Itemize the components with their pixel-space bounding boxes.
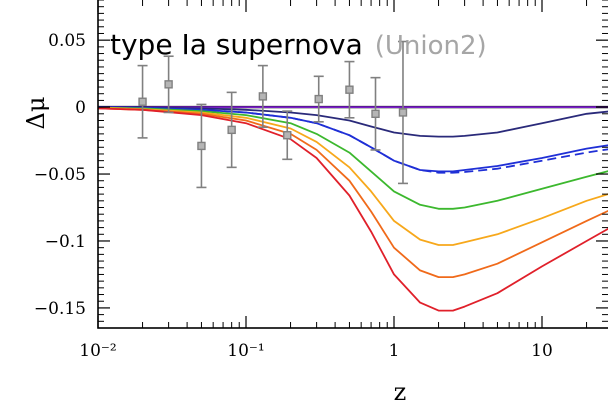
data-point-5 [283, 131, 292, 140]
x-tick-label-0: 10⁻² [79, 341, 116, 361]
plot-frame [97, 0, 608, 329]
data-point-9 [398, 108, 408, 117]
data-point-4 [258, 92, 268, 101]
series-line-7 [98, 107, 608, 278]
x-tick-label-1: 10⁻¹ [227, 341, 264, 361]
data-points [137, 40, 408, 189]
y-tick-label-0: 0.05 [48, 31, 86, 51]
y-tick-label-4: −0.15 [34, 299, 86, 319]
x-tick-label-2: 1 [389, 341, 400, 361]
data-point-0 [138, 97, 147, 106]
annotation-sub: (Union2) [375, 31, 487, 61]
series-line-5 [98, 106, 608, 210]
x-axis-label: z [394, 378, 407, 406]
y-tick-label-3: −0.1 [45, 232, 86, 252]
data-point-7 [345, 85, 354, 94]
y-tick-label-1: 0 [75, 98, 86, 118]
axis-ticks [97, 0, 608, 328]
data-point-2 [197, 141, 206, 151]
tick-labels: 10⁻² 10⁻¹ 1 10 0.05 0 −0.05 −0.1 −0.15 [34, 31, 553, 361]
data-point-3 [227, 125, 236, 135]
annotation-main: type Ia supernova [110, 28, 363, 61]
series-line-4 [98, 106, 608, 174]
series-line-6 [98, 106, 608, 246]
y-tick-label-2: −0.05 [34, 165, 86, 185]
data-point-6 [314, 94, 323, 104]
data-point-8 [371, 109, 380, 118]
y-axis-label: Δμ [22, 97, 50, 130]
x-tick-label-3: 10 [531, 341, 553, 361]
annotation: type Ia supernova (Union2) [110, 28, 487, 61]
series-line-8 [98, 107, 608, 312]
curves [98, 105, 608, 312]
data-point-1 [164, 80, 173, 89]
series-line-3 [98, 106, 608, 173]
